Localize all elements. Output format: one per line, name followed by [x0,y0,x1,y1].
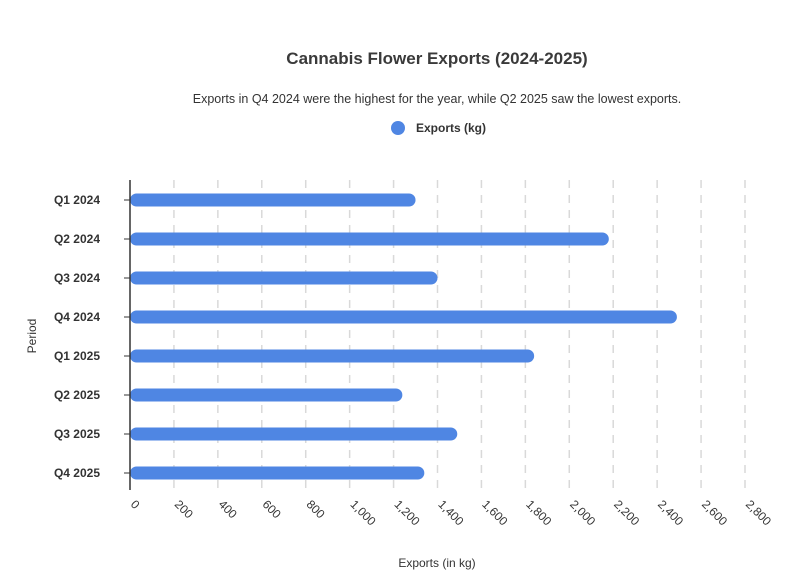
legend[interactable]: Exports (kg) [391,121,486,135]
x-tick-label: 2,600 [699,497,730,528]
bar [130,232,609,246]
x-tick-label: 0 [128,497,143,512]
chart-title: Cannabis Flower Exports (2024-2025) [286,49,587,68]
x-tick-label: 1,800 [523,497,554,528]
legend-swatch [391,121,405,135]
bars [130,193,677,480]
legend-label: Exports (kg) [416,121,486,135]
x-tick-label: 2,400 [655,497,686,528]
grid-lines [173,180,746,490]
y-axis-title: Period [25,319,39,354]
category-label: Q1 2025 [54,349,100,363]
x-tick-label: 200 [172,497,196,521]
x-tick-label: 1,000 [348,497,379,528]
category-label: Q3 2024 [54,271,100,285]
bar [130,271,438,285]
bar [130,466,425,480]
x-tick-label: 600 [260,497,284,521]
category-label: Q3 2025 [54,427,100,441]
axes [124,180,131,490]
category-label: Q2 2025 [54,388,100,402]
category-label: Q2 2024 [54,232,100,246]
x-tick-label: 400 [216,497,240,521]
x-tick-label: 2,800 [743,497,774,528]
bar [130,349,535,363]
bar [130,388,403,402]
x-tick-label: 1,600 [479,497,510,528]
category-label: Q4 2025 [54,466,100,480]
category-label: Q1 2024 [54,193,100,207]
bar [130,310,677,324]
x-tick-label: 2,200 [611,497,642,528]
category-labels: Q1 2024 Q2 2024 Q3 2024 Q4 2024 Q1 2025 Q2 20… [54,193,100,480]
x-axis-title: Exports (in kg) [398,556,475,570]
x-tick-label: 2,000 [567,497,598,528]
x-tick-label: 800 [304,497,328,521]
bar [130,427,458,441]
x-tick-label: 1,200 [391,497,422,528]
x-tick-label: 1,400 [435,497,466,528]
tick-labels: 0 200 400 600 800 1,000 1,200 1,400 1,600 1,800 2,… [128,497,774,528]
bar [130,193,416,207]
category-label: Q4 2024 [54,310,100,324]
chart-subtitle: Exports in Q4 2024 were the highest for … [193,92,681,106]
